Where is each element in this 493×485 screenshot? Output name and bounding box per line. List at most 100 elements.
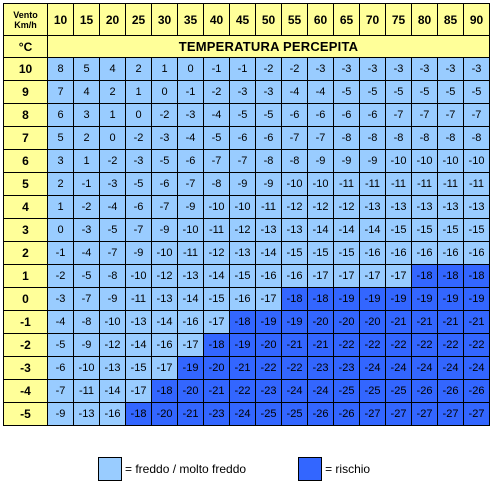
cold-cell: -11 <box>385 172 412 196</box>
cold-cell: -2 <box>281 57 308 81</box>
cold-cell: -17 <box>333 264 360 288</box>
cold-cell: -16 <box>411 241 438 265</box>
cold-cell: -5 <box>255 103 282 127</box>
cold-cell: -10 <box>411 149 438 173</box>
cold-cell: -1 <box>229 57 256 81</box>
cold-cell: 6 <box>47 103 74 127</box>
risk-cell: -23 <box>203 402 230 426</box>
risk-cell: -27 <box>463 402 490 426</box>
risk-cell: -26 <box>333 402 360 426</box>
cold-cell: -7 <box>437 103 464 127</box>
wind-unit-label: Km/h <box>14 19 37 30</box>
cold-cell: -13 <box>151 287 178 311</box>
cold-cell: -2 <box>125 126 152 150</box>
temperature-row-header: -3 <box>3 356 48 380</box>
risk-cell: -24 <box>281 379 308 403</box>
risk-cell: -25 <box>333 379 360 403</box>
cold-cell: 3 <box>73 103 100 127</box>
speed-header-cell: 80 <box>411 3 438 36</box>
table-row: 5 2 -1 -3 -5 -6 -7 -8 -9 -9 -10 -10 -11 -11 -11 -11 -11-… <box>3 172 490 196</box>
cold-cell: -5 <box>151 149 178 173</box>
cold-cell: -10 <box>463 149 490 173</box>
legend-risk-label: = rischio <box>325 462 371 476</box>
risk-cell: -22 <box>411 333 438 357</box>
cold-cell: -12 <box>281 195 308 219</box>
cold-cell: 2 <box>125 57 152 81</box>
risk-cell: -26 <box>411 379 438 403</box>
table-row: -5 -9 -13 -16 -18 -20 -21 -23 -24 -25 -25 -26 -26 -27… <box>3 402 490 426</box>
cold-cell: -8 <box>73 310 100 334</box>
cold-cell: -7 <box>151 195 178 219</box>
cold-cell: -17 <box>307 264 334 288</box>
celsius-label: °C <box>3 35 48 58</box>
risk-cell: -22 <box>255 356 282 380</box>
temp-header-row: °C TEMPERATURA PERCEPITA <box>3 35 490 58</box>
cold-cell: -10 <box>229 195 256 219</box>
cold-cell: -16 <box>151 333 178 357</box>
cold-cell: -6 <box>229 126 256 150</box>
cold-cell: -16 <box>463 241 490 265</box>
risk-cell: -23 <box>333 356 360 380</box>
cold-cell: -9 <box>307 149 334 173</box>
cold-cell: -1 <box>47 241 74 265</box>
cold-cell: -4 <box>307 80 334 104</box>
speed-header-cell: 90 <box>463 3 490 36</box>
temperature-row-header: 9 <box>3 80 48 104</box>
risk-cell: -22 <box>463 333 490 357</box>
cold-cell: -2 <box>151 103 178 127</box>
cold-cell: -17 <box>385 264 412 288</box>
cold-cell: -4 <box>281 80 308 104</box>
temperature-row-header: 10 <box>3 57 48 81</box>
cold-cell: 0 <box>47 218 74 242</box>
cold-cell: -14 <box>307 218 334 242</box>
cold-cell: -1 <box>73 172 100 196</box>
cold-cell: -9 <box>177 195 204 219</box>
cold-cell: -13 <box>463 195 490 219</box>
risk-cell: -19 <box>255 310 282 334</box>
risk-cell: -21 <box>307 333 334 357</box>
risk-cell: -20 <box>177 379 204 403</box>
cold-cell: -10 <box>203 195 230 219</box>
cold-cell: -8 <box>255 149 282 173</box>
table-row: 10 8 5 4 2 1 0 -1 -1 -2 -2 -3 -3 -3 -3 -3 -3 -3 <box>3 57 490 81</box>
cold-cell: -11 <box>359 172 386 196</box>
cold-cell: 5 <box>47 126 74 150</box>
cold-cell: -13 <box>437 195 464 219</box>
cold-cell: -16 <box>255 264 282 288</box>
cold-cell: -16 <box>359 241 386 265</box>
speed-header-cell: 50 <box>255 3 282 36</box>
table-row: -2 -5 -9 -12 -14 -16 -17 -18 -19 -20 -21 -21 -22 -22-… <box>3 333 490 357</box>
temperature-row-header: 5 <box>3 172 48 196</box>
cold-cell: -5 <box>99 218 126 242</box>
cold-cell: -10 <box>437 149 464 173</box>
table-row: 9 7 4 2 1 0 -1 -2 -3 -3 -4 -4 -5 -5 -5 -5 -5 -5 <box>3 80 490 104</box>
cold-cell: -9 <box>229 172 256 196</box>
cold-cell: -10 <box>281 172 308 196</box>
cold-cell: -7 <box>47 379 74 403</box>
cold-cell: -17 <box>177 333 204 357</box>
risk-cell: -24 <box>229 402 256 426</box>
risk-cell: -24 <box>385 356 412 380</box>
cold-cell: -17 <box>255 287 282 311</box>
cold-cell: 1 <box>125 80 152 104</box>
table-row: 6 3 1 -2 -3 -5 -6 -7 -7 -8 -8 -9 -9 -9 -10 -10 -10 -10 <box>3 149 490 173</box>
cold-cell: -13 <box>359 195 386 219</box>
cold-cell: 1 <box>99 103 126 127</box>
cold-cell: 3 <box>47 149 74 173</box>
cold-cell: 0 <box>151 80 178 104</box>
cold-cell: -2 <box>255 57 282 81</box>
temperature-row-header: 0 <box>3 287 48 311</box>
cold-cell: -12 <box>203 241 230 265</box>
cold-cell: 0 <box>177 57 204 81</box>
risk-cell: -20 <box>307 310 334 334</box>
cold-cell: -10 <box>385 149 412 173</box>
cold-cell: -10 <box>307 172 334 196</box>
risk-cell: -18 <box>411 264 438 288</box>
cold-cell: -11 <box>333 172 360 196</box>
speed-header-cell: 20 <box>99 3 126 36</box>
speed-header-cell: 60 <box>307 3 334 36</box>
legend-cold-label: = freddo / molto freddo <box>125 462 247 476</box>
wind-label: Vento <box>13 9 38 20</box>
cold-cell: -4 <box>73 241 100 265</box>
cold-cell: -6 <box>359 103 386 127</box>
